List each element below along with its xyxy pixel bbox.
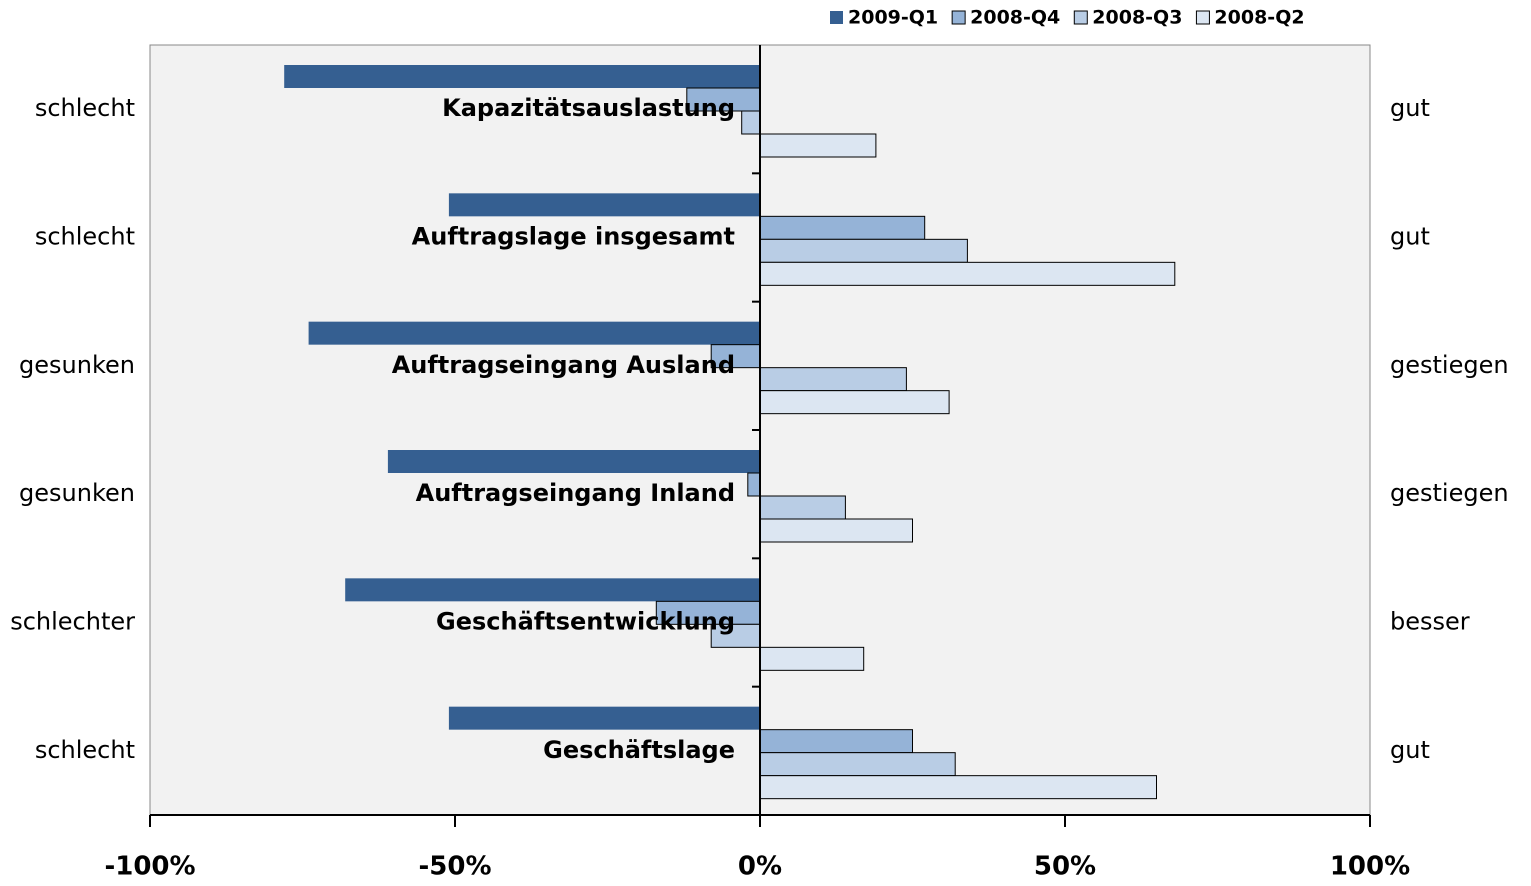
bar	[759, 775, 1157, 800]
legend-label: 2008-Q4	[970, 7, 1060, 29]
right-label: gut	[1390, 223, 1430, 251]
left-label: schlecht	[35, 94, 135, 122]
left-label: schlechter	[10, 608, 135, 636]
bar	[759, 215, 926, 240]
category-label: Geschäftslage	[543, 736, 735, 764]
x-tick-label: 50%	[1034, 852, 1096, 882]
bar	[759, 646, 865, 671]
legend-label: 2009-Q1	[848, 7, 938, 29]
right-label: besser	[1390, 608, 1470, 636]
bar	[747, 472, 761, 497]
category-label: Auftragseingang Ausland	[392, 351, 735, 379]
bar	[759, 261, 1176, 286]
x-tick-label: -50%	[418, 852, 491, 882]
bar	[345, 578, 760, 602]
category-label: Geschäftsentwicklung	[436, 608, 735, 636]
bar	[759, 133, 877, 158]
category-label: Kapazitätsauslastung	[442, 94, 735, 122]
bar	[759, 752, 956, 777]
bar	[741, 110, 761, 135]
bar	[759, 238, 968, 263]
bar	[284, 65, 760, 88]
bar	[759, 495, 846, 520]
legend-swatch	[1073, 10, 1088, 25]
left-label: schlecht	[35, 736, 135, 764]
category-label: Auftragslage insgesamt	[412, 223, 735, 251]
bar	[448, 706, 760, 730]
legend-swatch	[830, 11, 843, 24]
right-label: gut	[1390, 736, 1430, 764]
x-tick-label: 0%	[738, 852, 782, 882]
bar	[759, 518, 913, 543]
left-label: schlecht	[35, 223, 135, 251]
bar	[448, 193, 760, 217]
bar	[759, 390, 950, 415]
bar	[387, 450, 760, 473]
legend-label: 2008-Q3	[1092, 7, 1182, 29]
x-tick-label: 100%	[1330, 852, 1410, 882]
category-label: Auftragseingang Inland	[416, 479, 735, 507]
legend-swatch	[1195, 10, 1210, 25]
x-tick-label: -100%	[104, 852, 195, 882]
right-label: gestiegen	[1390, 479, 1509, 507]
right-label: gut	[1390, 94, 1430, 122]
bar	[759, 729, 913, 754]
right-label: gestiegen	[1390, 351, 1509, 379]
legend-label: 2008-Q2	[1214, 7, 1304, 29]
left-label: gesunken	[19, 479, 135, 507]
legend-swatch	[951, 10, 966, 25]
left-label: gesunken	[19, 351, 135, 379]
bar	[308, 321, 760, 345]
bar	[759, 367, 907, 392]
